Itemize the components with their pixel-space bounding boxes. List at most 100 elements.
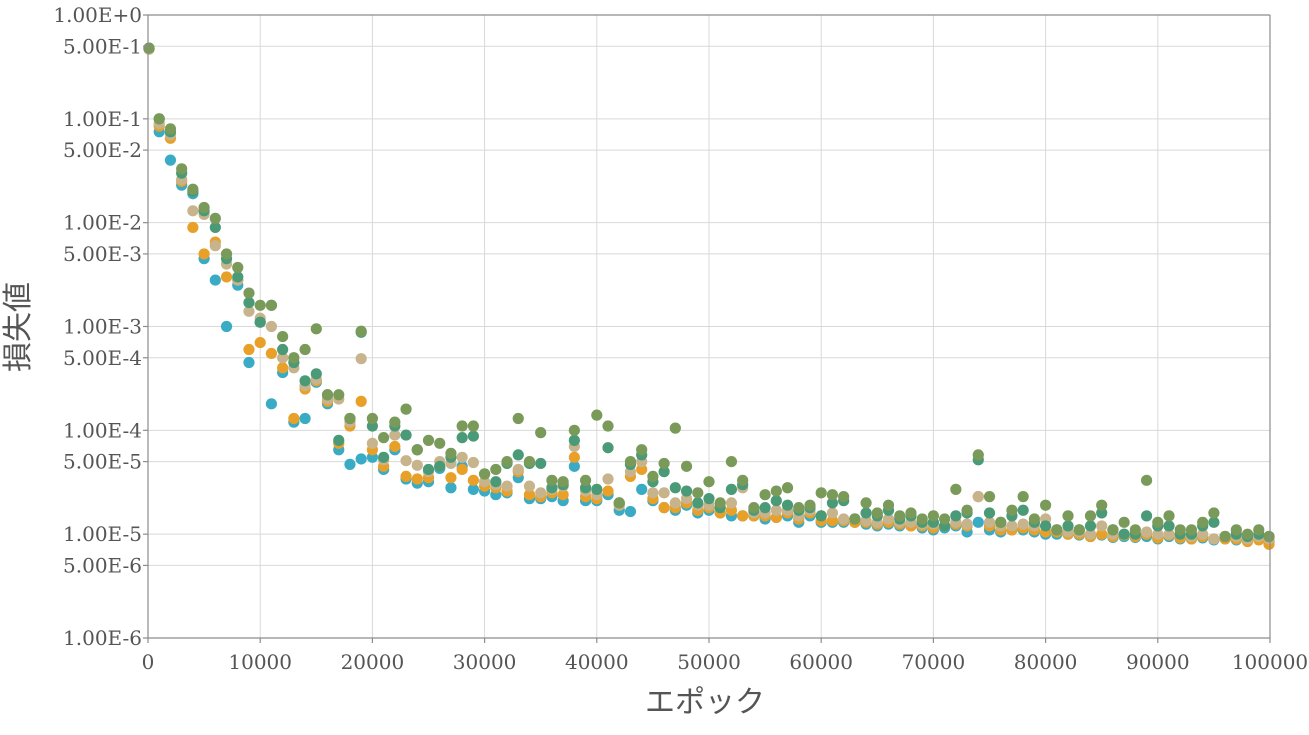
- data-point: [838, 513, 850, 525]
- data-point: [658, 466, 670, 478]
- data-point: [277, 362, 289, 374]
- data-point: [737, 474, 749, 486]
- x-tick-label: 70000: [902, 650, 966, 674]
- data-point: [299, 343, 311, 356]
- data-point: [523, 480, 536, 492]
- data-point: [568, 451, 580, 463]
- data-point: [568, 434, 580, 446]
- data-point: [501, 455, 513, 468]
- data-point: [366, 412, 378, 425]
- data-point: [422, 434, 435, 446]
- data-point: [187, 221, 199, 234]
- data-point: [434, 460, 446, 472]
- data-point: [1208, 533, 1220, 545]
- data-point: [624, 455, 637, 468]
- data-point: [198, 248, 210, 260]
- data-point: [647, 487, 659, 499]
- data-point: [568, 460, 580, 472]
- x-tick-label: 90000: [1126, 650, 1190, 674]
- data-point: [220, 320, 233, 333]
- data-point: [366, 437, 378, 449]
- data-point: [187, 183, 199, 195]
- data-point: [669, 422, 681, 434]
- data-point: [781, 482, 794, 494]
- axes: [143, 14, 1271, 643]
- data-point: [1073, 524, 1085, 536]
- data-point: [265, 347, 278, 360]
- data-point: [445, 472, 457, 484]
- y-tick-label: 1.00E-5: [63, 522, 142, 546]
- data-point: [143, 42, 155, 54]
- data-point: [220, 271, 233, 283]
- data-point: [793, 502, 805, 514]
- y-tick-label: 1.00E-4: [63, 418, 142, 442]
- data-point: [826, 515, 839, 527]
- data-point: [905, 507, 917, 519]
- data-point: [411, 473, 423, 485]
- data-point: [434, 437, 446, 449]
- x-tick-label: 0: [142, 650, 155, 674]
- data-point: [277, 343, 289, 356]
- data-point: [467, 483, 479, 495]
- data-point: [1062, 510, 1074, 522]
- data-point: [344, 458, 356, 470]
- data-point: [535, 427, 547, 439]
- data-point: [658, 502, 670, 514]
- data-point: [1152, 516, 1164, 528]
- data-point: [1241, 528, 1254, 540]
- data-point: [995, 516, 1007, 528]
- data-point: [220, 248, 233, 260]
- data-point: [1118, 528, 1130, 540]
- data-point: [983, 507, 996, 519]
- data-point: [378, 451, 390, 463]
- data-point: [400, 429, 412, 441]
- data-point: [579, 474, 592, 486]
- data-point: [658, 487, 670, 499]
- data-point: [680, 460, 693, 472]
- data-point: [927, 510, 940, 522]
- data-point: [1129, 524, 1141, 536]
- data-point: [501, 480, 513, 492]
- data-point: [557, 476, 569, 488]
- y-tick-label: 5.00E-3: [63, 242, 142, 266]
- data-point: [411, 444, 423, 456]
- data-point: [389, 429, 401, 441]
- data-point: [1263, 530, 1275, 543]
- x-tick-label: 30000: [453, 650, 517, 674]
- data-point: [1208, 516, 1220, 528]
- data-point: [669, 482, 681, 494]
- data-point: [479, 468, 491, 480]
- data-point: [209, 221, 221, 234]
- data-point: [176, 163, 188, 175]
- data-point: [781, 499, 794, 511]
- data-point: [972, 516, 984, 528]
- data-point: [254, 316, 266, 328]
- data-point: [153, 113, 165, 125]
- data-point: [647, 470, 659, 483]
- data-point: [602, 485, 614, 497]
- data-point: [591, 409, 603, 421]
- data-point: [613, 497, 625, 509]
- data-point: [164, 123, 177, 135]
- data-point: [400, 455, 412, 467]
- data-point: [1163, 510, 1175, 522]
- data-point: [277, 330, 289, 343]
- data-point: [355, 325, 367, 337]
- data-point: [535, 487, 547, 499]
- data-point: [243, 343, 255, 356]
- data-point: [983, 491, 996, 503]
- data-point: [1096, 499, 1108, 511]
- data-point: [961, 504, 973, 516]
- data-point: [1084, 528, 1097, 540]
- data-point: [456, 432, 468, 444]
- data-point: [198, 201, 210, 214]
- data-point: [1107, 524, 1119, 536]
- data-point: [512, 449, 524, 461]
- data-point: [187, 205, 199, 217]
- data-point: [826, 507, 839, 519]
- data-point: [1017, 518, 1029, 530]
- data-point: [1140, 526, 1153, 538]
- data-point: [1017, 491, 1029, 503]
- data-point: [1006, 520, 1018, 532]
- data-point: [1040, 499, 1052, 511]
